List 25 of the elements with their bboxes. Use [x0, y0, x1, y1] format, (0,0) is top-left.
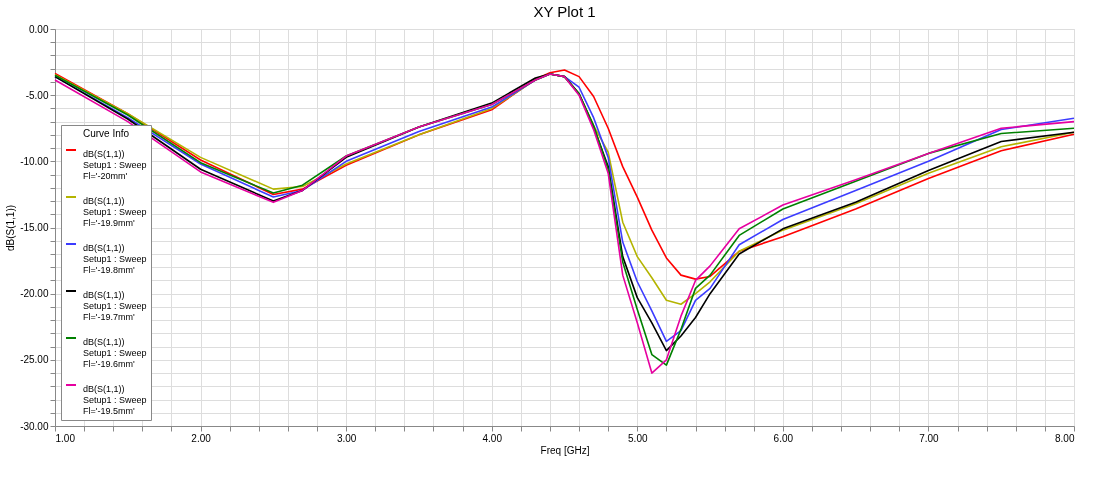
x-tick-label: 1.00	[55, 432, 76, 444]
x-tick-label: 5.00	[628, 432, 648, 444]
legend-label: dB(S(1,1)) Setup1 : Sweep Fl='-19.5mm'	[83, 384, 147, 416]
x-tick-label: 8.00	[1055, 432, 1075, 444]
y-tick-label: -25.00	[20, 354, 49, 366]
legend-label: dB(S(1,1)) Setup1 : Sweep Fl='-19.7mm'	[83, 290, 147, 322]
y-axis-title: dB(S(1,1))	[5, 204, 17, 252]
y-tick-label: -10.00	[20, 155, 49, 167]
y-tick-label: -15.00	[20, 222, 49, 233]
y-tick-label: -20.00	[20, 288, 49, 300]
chart-title: XY Plot 1	[533, 3, 596, 20]
x-tick-label: 6.00	[773, 432, 794, 444]
legend-title: Curve Info	[82, 128, 130, 139]
legend-label: dB(S(1,1)) Setup1 : Sweep Fl='-20mm'	[83, 149, 147, 181]
legend-label: dB(S(1,1)) Setup1 : Sweep Fl='-19.8mm'	[83, 243, 147, 275]
x-tick-label: 7.00	[919, 432, 940, 444]
legend-label: dB(S(1,1)) Setup1 : Sweep Fl='-19.6mm'	[83, 337, 147, 369]
x-tick-label: 3.00	[336, 432, 357, 444]
y-tick-label: -5.00	[25, 89, 49, 101]
y-tick-label: -30.00	[20, 420, 49, 432]
x-tick-label: 2.00	[191, 432, 212, 444]
x-tick-label: 4.00	[482, 432, 503, 444]
y-tick-label: 0.00	[29, 23, 49, 35]
legend-label: dB(S(1,1)) Setup1 : Sweep Fl='-19.9mm'	[83, 196, 147, 228]
x-axis-title: Freq [GHz]	[540, 444, 590, 456]
